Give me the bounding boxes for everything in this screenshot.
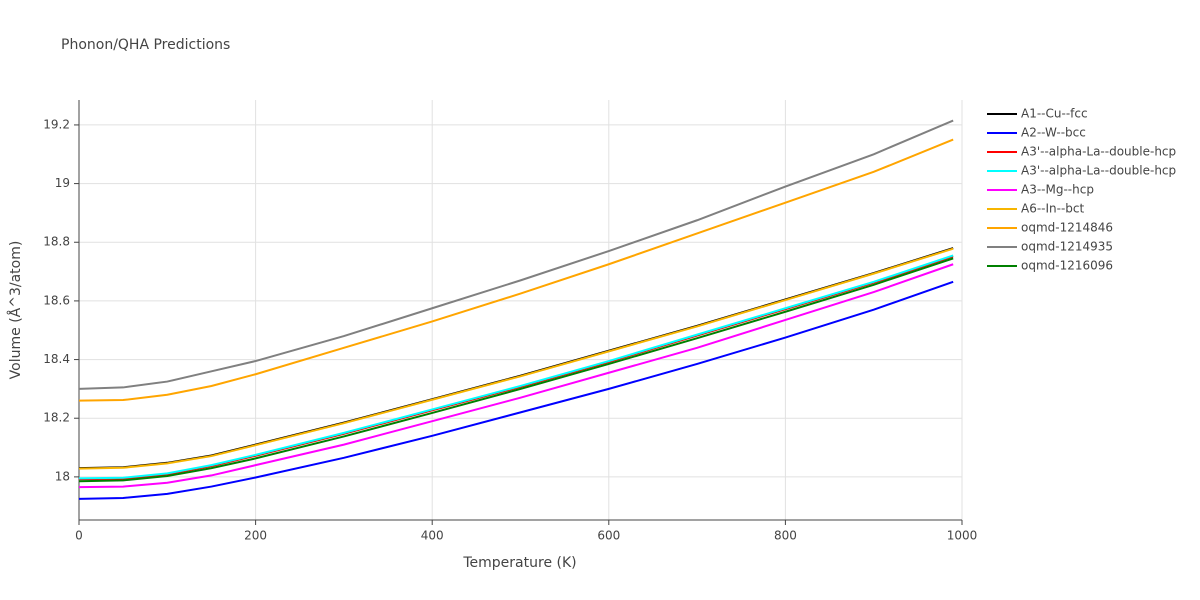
y-tick-label: 18 bbox=[55, 469, 70, 483]
legend-label: oqmd-1216096 bbox=[1021, 259, 1113, 273]
series-line bbox=[78, 119, 954, 390]
legend-label: A3--Mg--hcp bbox=[1021, 183, 1094, 197]
x-axis-title: Temperature (K) bbox=[462, 555, 576, 571]
x-tick-label: 800 bbox=[774, 529, 797, 543]
chart-title: Phonon/QHA Predictions bbox=[61, 37, 230, 53]
legend-label: A3'--alpha-La--double-hcp bbox=[1021, 145, 1176, 159]
x-tick-label: 0 bbox=[75, 529, 83, 543]
series-line bbox=[78, 280, 954, 500]
x-tick-label: 400 bbox=[421, 529, 444, 543]
y-tick-label: 18.2 bbox=[43, 411, 70, 425]
series-line bbox=[78, 257, 954, 483]
x-tick-label: 1000 bbox=[947, 529, 978, 543]
series-line bbox=[78, 247, 954, 470]
legend-label: A1--Cu--fcc bbox=[1021, 107, 1088, 121]
y-tick-label: 19.2 bbox=[43, 117, 70, 131]
series-line bbox=[78, 254, 954, 480]
x-tick-label: 600 bbox=[597, 529, 620, 543]
y-tick-label: 18.4 bbox=[43, 352, 70, 366]
series-line bbox=[78, 138, 954, 402]
legend-label: oqmd-1214846 bbox=[1021, 221, 1113, 235]
legend-label: A2--W--bcc bbox=[1021, 126, 1086, 140]
legend-label: A3'--alpha-La--double-hcp bbox=[1021, 164, 1176, 178]
y-tick-label: 19 bbox=[55, 176, 70, 190]
x-tick-label: 200 bbox=[244, 529, 267, 543]
y-tick-label: 18.8 bbox=[43, 235, 70, 249]
legend-label: A6--In--bct bbox=[1021, 202, 1085, 216]
series-line bbox=[78, 263, 954, 489]
y-axis-title: Volume (Å^3/atom) bbox=[7, 241, 24, 380]
legend-label: oqmd-1214935 bbox=[1021, 240, 1113, 254]
y-tick-label: 18.6 bbox=[43, 293, 70, 307]
